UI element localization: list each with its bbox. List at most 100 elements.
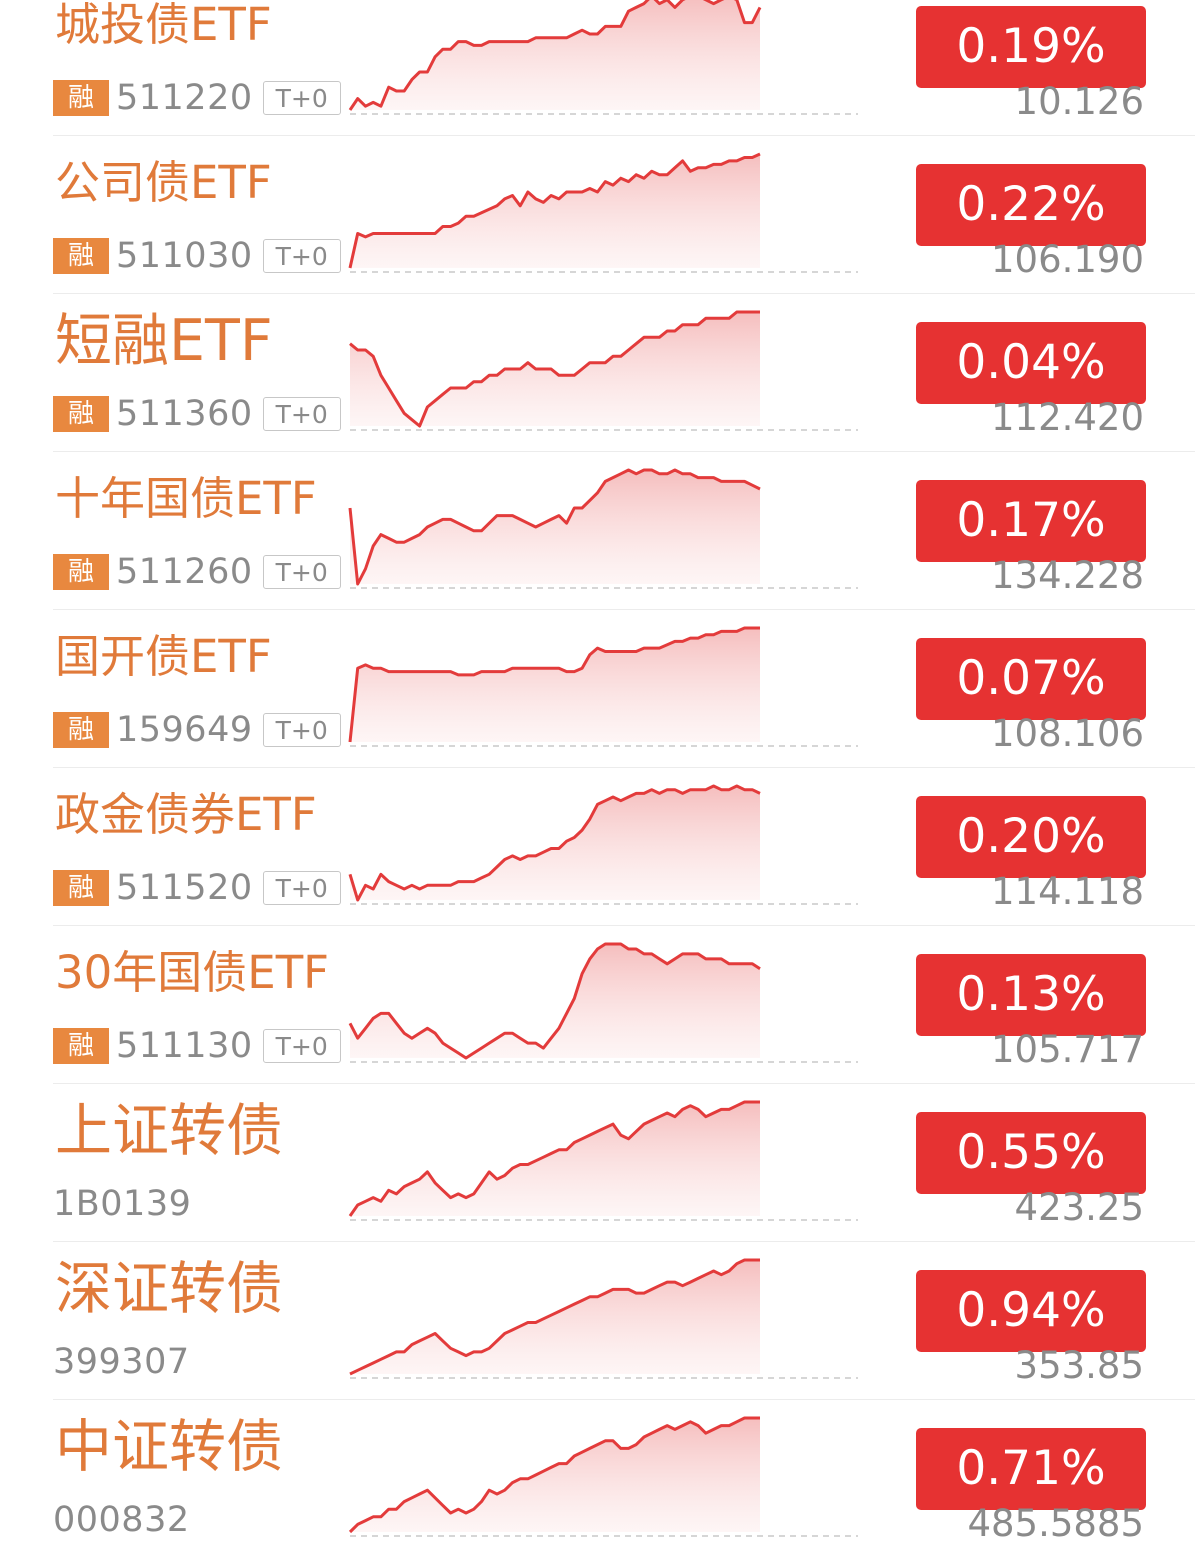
fund-code: 159649 [116,710,253,750]
fund-name: 30年国债ETF [55,946,330,999]
change-percent-badge: 0.94% [916,1270,1146,1352]
row-divider [53,451,1195,452]
change-percent-badge: 0.55% [916,1112,1146,1194]
fund-meta: 399307 [53,1344,200,1380]
list-item[interactable]: 中证转债 000832 0.71% 485.5885 [0,1400,1195,1558]
margin-trading-badge: 融 [53,1028,109,1064]
t0-badge: T+0 [262,397,341,431]
change-percent-badge: 0.17% [916,480,1146,562]
list-item[interactable]: 公司债ETF 融 511030 T+0 0.22% 106.190 [0,136,1195,294]
latest-price: 114.118 [990,870,1144,913]
latest-price: 134.228 [990,554,1144,597]
change-percent-badge: 0.13% [916,954,1146,1036]
t0-badge: T+0 [262,81,341,115]
fund-meta: 融 511130 T+0 [53,1028,341,1064]
change-percent-badge: 0.07% [916,638,1146,720]
list-item[interactable]: 国开债ETF 融 159649 T+0 0.07% 108.106 [0,610,1195,768]
sparkline-line [348,152,761,269]
latest-price: 108.106 [990,712,1144,755]
intraday-sparkline [349,310,858,431]
fund-meta: 1B0139 [53,1186,201,1222]
list-item[interactable]: 短融ETF 融 511360 T+0 0.04% 112.420 [0,294,1195,452]
t0-badge: T+0 [262,555,341,589]
change-percent-badge: 0.22% [916,164,1146,246]
change-percent-badge: 0.04% [916,322,1146,404]
intraday-sparkline [348,468,858,589]
latest-price: 106.190 [990,238,1144,281]
intraday-sparkline [348,152,858,273]
list-item[interactable]: 十年国债ETF 融 511260 T+0 0.17% 134.228 [0,452,1195,610]
fund-name: 短融ETF [55,308,273,374]
intraday-sparkline [348,942,858,1063]
fund-code: 511130 [116,1026,253,1066]
sparkline-area [350,1102,760,1216]
sparkline-area [350,312,760,426]
intraday-sparkline [349,1258,858,1379]
margin-trading-badge: 融 [53,870,109,906]
change-percent-badge: 0.19% [916,6,1146,88]
sparkline-area [350,470,760,584]
fund-name: 深证转债 [55,1256,283,1322]
margin-trading-badge: 融 [53,712,109,748]
margin-trading-badge: 融 [53,80,109,116]
intraday-sparkline [348,1100,858,1221]
latest-price: 485.5885 [967,1502,1144,1545]
fund-name: 十年国债ETF [55,472,317,525]
sparkline-line [348,784,761,902]
sparkline-area [350,1260,760,1374]
latest-price: 105.717 [990,1028,1144,1071]
fund-code: 399307 [53,1342,190,1382]
margin-trading-badge: 融 [53,554,109,590]
sparkline-line [349,310,760,428]
fund-name: 政金债券ETF [55,788,317,841]
row-divider [53,293,1195,294]
fund-code: 511360 [116,394,253,434]
list-item[interactable]: 上证转债 1B0139 0.55% 423.25 [0,1084,1195,1242]
intraday-sparkline [348,626,858,747]
change-percent-badge: 0.20% [916,796,1146,878]
fund-name: 城投债ETF [55,0,272,51]
latest-price: 112.420 [990,396,1144,439]
sparkline-area [350,0,760,110]
fund-code: 511260 [116,552,253,592]
intraday-sparkline [348,784,858,905]
sparkline-line [348,1416,760,1534]
sparkline-area [350,786,760,900]
fund-name: 上证转债 [55,1098,283,1164]
fund-meta: 融 511030 T+0 [53,238,341,274]
row-divider [53,1083,1195,1084]
t0-badge: T+0 [262,871,341,905]
fund-code: 511030 [116,236,253,276]
t0-badge: T+0 [262,1029,341,1063]
fund-code: 511520 [116,868,253,908]
sparkline-area [350,1418,760,1532]
margin-trading-badge: 融 [53,396,109,432]
sparkline-line [349,1258,760,1376]
sparkline-area [350,154,760,268]
row-divider [53,767,1195,768]
fund-meta: 融 511220 T+0 [53,80,341,116]
intraday-sparkline [348,1416,858,1537]
list-item[interactable]: 深证转债 399307 0.94% 353.85 [0,1242,1195,1400]
row-divider [53,135,1195,136]
list-item[interactable]: 30年国债ETF 融 511130 T+0 0.13% 105.717 [0,926,1195,1084]
change-percent-badge: 0.71% [916,1428,1146,1510]
row-divider [53,1399,1195,1400]
latest-price: 353.85 [1014,1344,1144,1387]
latest-price: 423.25 [1014,1186,1144,1229]
fund-code: 511220 [116,78,253,118]
fund-meta: 融 159649 T+0 [53,712,341,748]
sparkline-line [348,0,762,111]
fund-name: 中证转债 [55,1414,283,1480]
latest-price: 10.126 [1014,80,1144,123]
sparkline-line [348,626,760,743]
t0-badge: T+0 [262,239,341,273]
row-divider [53,609,1195,610]
list-item[interactable]: 城投债ETF 融 511220 T+0 0.19% 10.126 [0,0,1195,136]
fund-meta: 融 511260 T+0 [53,554,341,590]
fund-name: 国开债ETF [55,630,272,683]
list-item[interactable]: 政金债券ETF 融 511520 T+0 0.20% 114.118 [0,768,1195,926]
sparkline-line [348,468,761,586]
sparkline-line [348,942,761,1060]
